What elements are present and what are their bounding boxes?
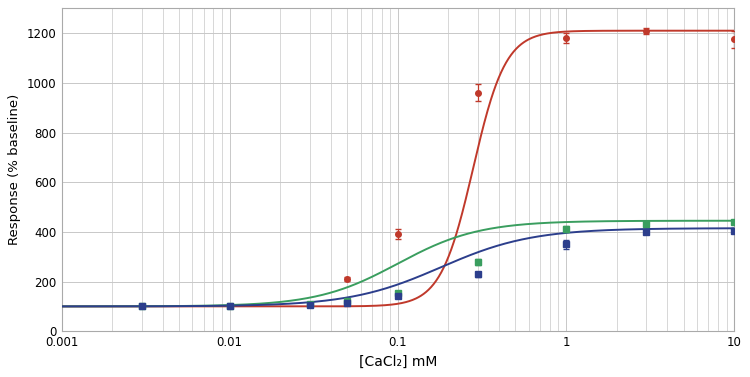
Y-axis label: Response (% baseline): Response (% baseline) <box>8 94 21 245</box>
X-axis label: [CaCl₂] mM: [CaCl₂] mM <box>358 355 437 369</box>
